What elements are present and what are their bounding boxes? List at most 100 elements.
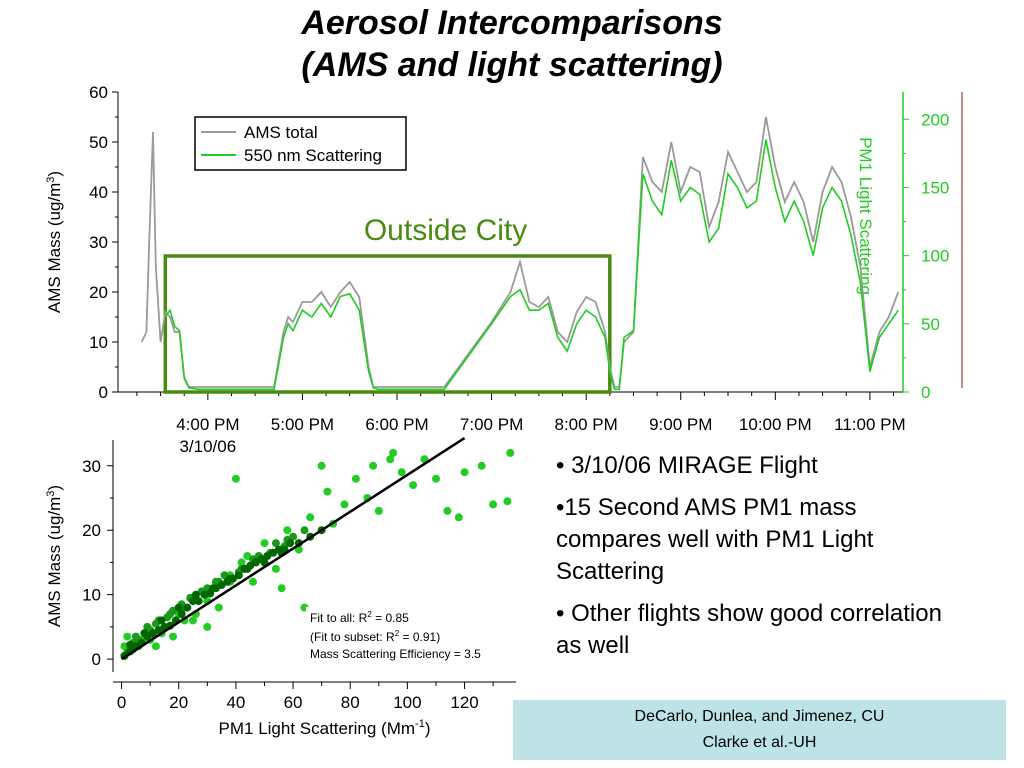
scatter-x-tick-label: 0 xyxy=(117,693,126,712)
right-y-tick-label: 0 xyxy=(921,383,930,402)
scatter-point-light xyxy=(374,506,383,515)
left-y-axis-title: AMS Mass (ug/m3) xyxy=(45,171,64,313)
scatter-point-light xyxy=(369,461,378,470)
left-y-tick-label: 10 xyxy=(89,333,108,352)
x-tick-label: 7:00 PM xyxy=(460,415,523,434)
scatter-y-tick-label: 20 xyxy=(82,521,101,540)
fit-all-text: Fit to all: R2 = 0.85 xyxy=(310,610,409,625)
scatter-point-light xyxy=(169,632,177,641)
superscript: 3 xyxy=(45,177,57,183)
legend: AMS total 550 nm Scattering xyxy=(194,116,407,171)
scatter-point-light xyxy=(203,622,212,631)
scatter-point-light xyxy=(489,500,498,509)
bullet-item-flight: • 3/10/06 MIRAGE Flight xyxy=(556,452,818,479)
right-y-tick-label: 200 xyxy=(921,110,949,129)
scatter-point-mid xyxy=(300,526,309,535)
scatter-point-dark xyxy=(191,590,200,599)
x-tick-label: 10:00 PM xyxy=(739,415,812,434)
scatter-x-tick-label: 120 xyxy=(450,693,478,712)
scatter-point-dark xyxy=(126,640,135,649)
scatter-point-light xyxy=(214,603,223,612)
scatter-point-light xyxy=(389,448,398,457)
fit-line xyxy=(120,437,466,661)
scatter-x-tick-label: 80 xyxy=(341,693,360,712)
scatter-point-light xyxy=(477,461,486,470)
scatter-point-dark xyxy=(226,574,235,583)
bullet-item-other-flights: • Other flights show good correlation as… xyxy=(556,600,942,659)
fit-annotation: Fit to all: R2 = 0.85 (Fit to subset: R2 … xyxy=(306,607,516,663)
legend-box xyxy=(194,116,407,171)
scatter-y-axis-title: AMS Mass (ug/m3) xyxy=(45,485,64,627)
slide-title-line1: Aerosol Intercomparisons xyxy=(301,4,723,42)
scatter-point-light xyxy=(283,526,292,535)
left-y-tick-label: 30 xyxy=(89,233,108,252)
scatter-point-light xyxy=(306,513,315,522)
fit-value: = 0.85 xyxy=(372,611,409,625)
scatter-point-dark xyxy=(183,603,192,612)
bullet-list: • 3/10/06 MIRAGE Flight •15 Second AMS P… xyxy=(556,450,956,672)
scatter-point-light xyxy=(260,539,269,548)
superscript: -1 xyxy=(415,718,425,730)
slide-title-line2: (AMS and light scattering) xyxy=(301,46,723,84)
scatter-y-tick-label: 30 xyxy=(82,457,101,476)
slide-title: Aerosol Intercomparisons (AMS and light … xyxy=(0,2,1024,86)
x-date-label: 3/10/06 xyxy=(179,437,236,456)
scatter-point-light xyxy=(123,632,132,641)
scatter-x-tick-label: 40 xyxy=(226,693,245,712)
scatter-point-light xyxy=(249,577,257,586)
credits-line1: DeCarlo, Dunlea, and Jimenez, CU xyxy=(634,708,885,725)
scatter-point-light xyxy=(506,448,515,457)
scatter-y-tick-label: 10 xyxy=(82,586,101,605)
scatter-point-mid xyxy=(131,632,140,641)
scatter-point-mid xyxy=(166,610,175,618)
scatter-point-dark xyxy=(140,629,149,638)
superscript: 2 xyxy=(395,629,400,638)
scatter-point-light xyxy=(340,500,349,509)
scatter-point-light xyxy=(460,468,469,477)
outside-city-box xyxy=(163,254,612,394)
fit-value: = 0.91) xyxy=(399,630,440,644)
scatter-point-light xyxy=(351,474,360,483)
scatter-point-light xyxy=(503,497,512,506)
superscript: 2 xyxy=(367,610,372,619)
scatter-point-mid xyxy=(271,539,280,548)
x-tick-label: 6:00 PM xyxy=(365,415,428,434)
x-tick-label: 5:00 PM xyxy=(271,415,334,434)
superscript: 3 xyxy=(45,491,57,497)
scatter-point-dark xyxy=(243,564,252,573)
scatter-point-light xyxy=(409,481,418,490)
scatter-point-light xyxy=(151,642,160,651)
scatter-y-tick-label: 0 xyxy=(92,650,101,669)
scatter-point-light xyxy=(432,474,440,483)
scatter-point-light xyxy=(323,487,332,496)
scatter-point-light xyxy=(271,564,280,573)
scatter-x-tick-label: 100 xyxy=(393,693,421,712)
left-y-tick-label: 50 xyxy=(89,133,108,152)
left-y-tick-label: 0 xyxy=(99,383,108,402)
scatter-point-dark xyxy=(286,539,295,548)
right-y-tick-label: 150 xyxy=(921,178,949,197)
credits-line2: Clarke et al.-UH xyxy=(702,734,817,751)
scatter-point-light xyxy=(386,455,395,464)
right-y-tick-label: 50 xyxy=(921,315,940,334)
left-y-tick-label: 60 xyxy=(89,83,108,102)
scatter-point-dark xyxy=(234,571,243,580)
scatter-point-light xyxy=(454,513,463,522)
scatter-point-light xyxy=(443,506,452,515)
scatter-point-light xyxy=(277,584,286,593)
x-tick-label: 11:00 PM xyxy=(834,415,906,434)
right-y-tick-label: 100 xyxy=(921,247,949,266)
scatter-point-dark xyxy=(194,597,203,606)
scatter-point-mid xyxy=(289,532,298,541)
scatter-point-light xyxy=(237,558,246,567)
scatter-point-light xyxy=(317,461,326,470)
scatter-point-dark xyxy=(209,584,217,593)
scatter-point-dark xyxy=(189,597,197,606)
fit-annotation-bg xyxy=(306,607,516,663)
credits-box: DeCarlo, Dunlea, and Jimenez, CU Clarke … xyxy=(513,700,1006,760)
scatter-point-mid xyxy=(143,622,152,631)
legend-label-scattering: 550 nm Scattering xyxy=(244,146,382,165)
scatter-x-tick-label: 20 xyxy=(169,693,188,712)
series-ams-total xyxy=(140,116,900,388)
closing-paren: ) xyxy=(425,719,431,738)
